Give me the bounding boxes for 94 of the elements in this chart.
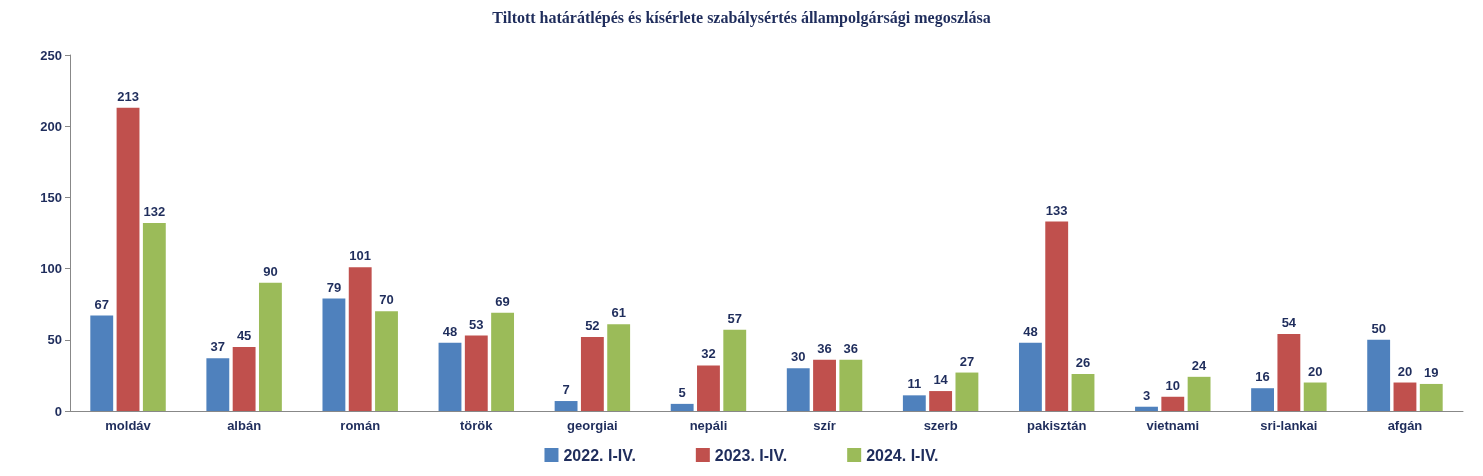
x-tick-label: sri-lankai	[1260, 418, 1318, 433]
data-label: 19	[1424, 364, 1439, 380]
x-tick-label: nepáli	[689, 418, 728, 433]
x-tick-label: afgán	[1387, 418, 1423, 433]
x-tick-label: török	[460, 418, 494, 433]
data-label: 11	[907, 376, 922, 392]
data-label: 24	[1191, 357, 1208, 373]
bar	[464, 335, 488, 411]
data-label: 10	[1165, 377, 1181, 393]
data-label: 45	[236, 327, 252, 343]
bar	[232, 346, 256, 411]
bar	[90, 315, 114, 411]
y-tick-label: 200	[40, 118, 62, 134]
chart-title: Tiltott határátlépés és kísérlete szabálysértés állampolgársági megoszlása	[492, 8, 991, 27]
data-label: 20	[1307, 363, 1323, 379]
x-tick-label: szír	[813, 418, 836, 433]
data-label: 52	[585, 317, 600, 333]
bar	[1303, 382, 1327, 411]
x-tick-label: vietnami	[1146, 418, 1200, 433]
y-tick-label: 100	[40, 261, 62, 277]
bar	[1018, 342, 1042, 411]
bar	[491, 312, 515, 411]
x-tick-label: román	[340, 418, 381, 433]
legend-label: 2024. I-IV.	[866, 446, 939, 464]
data-label: 50	[1371, 320, 1386, 336]
data-label: 57	[727, 310, 742, 326]
data-label: 14	[933, 372, 949, 388]
data-label: 67	[94, 296, 109, 312]
y-tick-label: 50	[47, 332, 62, 348]
legend-label: 2022. I-IV.	[563, 446, 636, 464]
bar	[1251, 388, 1275, 411]
bar	[607, 324, 631, 411]
data-label: 32	[701, 346, 716, 362]
bar	[258, 282, 282, 411]
bar	[1045, 221, 1069, 411]
bar	[1161, 396, 1185, 411]
bar	[955, 372, 979, 411]
bar	[786, 368, 810, 411]
bar	[1071, 373, 1095, 411]
data-label: 48	[1023, 323, 1038, 339]
x-tick-label: pakisztán	[1027, 418, 1087, 433]
data-label: 7	[562, 382, 570, 398]
data-label: 70	[379, 292, 394, 308]
y-tick-label: 250	[40, 47, 62, 63]
bar	[116, 107, 140, 411]
bar	[902, 395, 926, 411]
data-label: 20	[1397, 363, 1413, 379]
bar	[580, 336, 604, 411]
data-label: 133	[1045, 202, 1068, 218]
y-tick-label: 150	[40, 189, 62, 205]
bar	[813, 359, 836, 411]
bar	[1277, 334, 1301, 411]
data-label: 132	[143, 204, 166, 220]
data-label: 36	[817, 340, 832, 356]
data-label: 48	[442, 323, 458, 339]
legend-label: 2023. I-IV.	[714, 446, 788, 464]
data-label: 69	[495, 293, 510, 309]
bar	[375, 311, 398, 411]
bar	[142, 223, 166, 411]
x-tick-label: szerb	[923, 418, 958, 433]
bar	[322, 298, 346, 411]
data-label: 36	[843, 340, 859, 356]
bar	[929, 391, 953, 411]
x-tick-label: moldáv	[105, 418, 152, 433]
bar	[348, 267, 372, 411]
data-label: 213	[117, 88, 139, 104]
bar	[554, 401, 578, 411]
data-label: 61	[611, 305, 626, 321]
bar	[1367, 339, 1391, 411]
data-label: 101	[349, 248, 372, 264]
bar	[1135, 406, 1158, 411]
bar	[1393, 382, 1417, 411]
bar	[670, 403, 694, 411]
data-label: 37	[210, 339, 226, 355]
bar	[723, 329, 747, 411]
data-label: 79	[326, 279, 342, 295]
bar	[697, 365, 720, 411]
bar	[1419, 383, 1443, 411]
bar	[1187, 376, 1211, 411]
data-label: 27	[959, 353, 975, 369]
bar	[839, 359, 863, 411]
data-label: 3	[1142, 387, 1151, 403]
x-tick-label: albán	[227, 418, 262, 433]
data-label: 5	[678, 384, 686, 400]
x-tick-label: georgiai	[567, 418, 618, 433]
data-label: 30	[791, 349, 806, 365]
data-label: 90	[263, 263, 278, 279]
data-label: 54	[1281, 315, 1297, 331]
data-label: 16	[1255, 369, 1270, 385]
y-tick-label: 0	[54, 403, 62, 419]
bar	[438, 342, 462, 411]
data-label: 26	[1075, 354, 1091, 370]
bar	[206, 358, 230, 411]
data-label: 53	[469, 316, 484, 332]
